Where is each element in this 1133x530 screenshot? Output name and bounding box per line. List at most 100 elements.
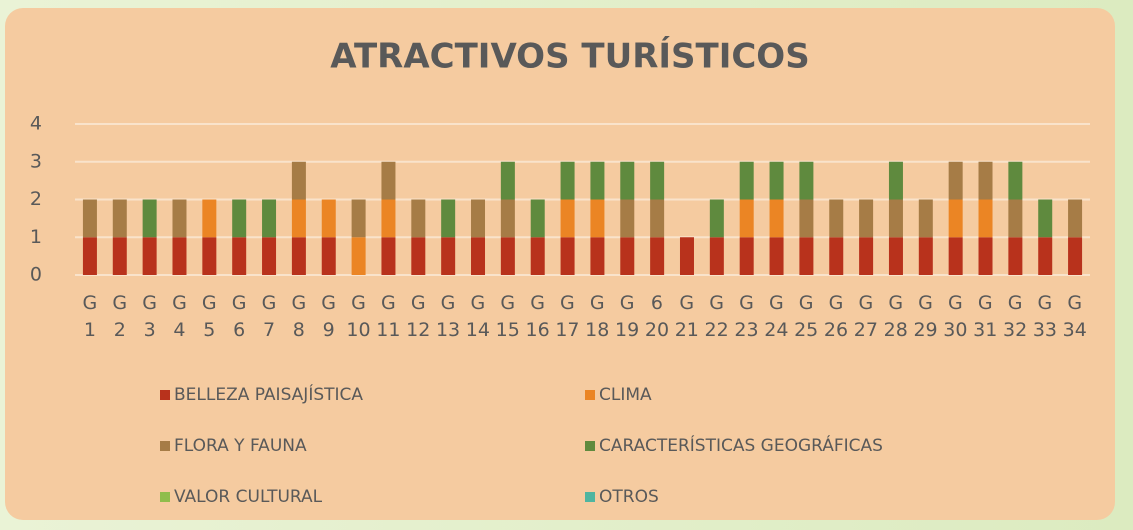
y-tick-label: 0 xyxy=(30,264,42,286)
bar-segment xyxy=(978,199,993,238)
bar-segment xyxy=(918,237,933,275)
x-tick-label: G 19 xyxy=(615,292,640,341)
y-tick-label: 4 xyxy=(30,113,42,135)
bar-segment xyxy=(978,161,993,200)
bar-segment xyxy=(888,199,903,238)
bar-segment xyxy=(590,237,605,275)
x-tick-label: G 32 xyxy=(1002,292,1028,341)
bar-segment xyxy=(859,199,874,238)
bar-segment xyxy=(829,237,844,275)
bar-segment xyxy=(1008,161,1023,200)
bar-segment xyxy=(500,199,515,238)
y-tick-label: 3 xyxy=(30,150,42,172)
bar-segment xyxy=(739,237,754,275)
bar-segment xyxy=(82,237,97,275)
bar-segment xyxy=(411,237,426,275)
legend-label: CARACTERÍSTICAS GEOGRÁFICAS xyxy=(599,436,883,456)
x-tick-label: G 2 xyxy=(112,292,128,341)
bar-segment xyxy=(769,237,784,275)
bar-segment xyxy=(1008,237,1023,275)
bar-segment xyxy=(381,199,396,238)
legend-swatch xyxy=(160,390,170,400)
legend-item: CARACTERÍSTICAS GEOGRÁFICAS xyxy=(585,433,985,459)
legend-item: OTROS xyxy=(585,484,985,510)
y-tick-label: 2 xyxy=(30,188,42,210)
bar-segment xyxy=(291,161,306,200)
legend-label: FLORA Y FAUNA xyxy=(174,436,307,456)
bar-segment xyxy=(232,199,247,238)
x-tick-label: G 26 xyxy=(823,292,849,341)
bar-segment xyxy=(650,199,665,238)
legend-swatch xyxy=(585,390,595,400)
bar-segment xyxy=(560,199,575,238)
bar-segment xyxy=(560,237,575,275)
legend-label: CLIMA xyxy=(599,385,652,405)
x-tick-label: G 16 xyxy=(525,292,550,341)
bar-segment xyxy=(321,199,336,238)
bar-segment xyxy=(471,237,486,275)
bar-segment xyxy=(1038,199,1053,238)
bar-segment xyxy=(859,237,874,275)
bar-segment xyxy=(112,199,127,238)
x-tick-label: G 5 xyxy=(201,292,217,341)
x-tick-label: G 11 xyxy=(376,292,401,341)
x-tick-label: G 22 xyxy=(704,292,729,341)
bar-segment xyxy=(620,199,635,238)
x-tick-label: G 25 xyxy=(794,292,819,341)
x-tick-label: G 27 xyxy=(853,292,878,341)
bar-segment xyxy=(142,237,157,275)
bar-segment xyxy=(441,237,456,275)
bar-segment xyxy=(172,237,187,275)
legend: BELLEZA PAISAJÍSTICA CLIMA FLORA Y FAUNA CA… xyxy=(160,382,985,510)
bar-segment xyxy=(530,237,545,275)
bar-segment xyxy=(381,161,396,200)
legend-label: VALOR CULTURAL xyxy=(174,487,323,507)
bar-segment xyxy=(262,237,277,275)
bar-segment xyxy=(351,199,366,238)
legend-swatch xyxy=(160,492,170,502)
bar-segment xyxy=(262,199,277,238)
bar-segment xyxy=(471,199,486,238)
bar-segment xyxy=(918,199,933,238)
x-tick-label: G 6 xyxy=(231,292,247,341)
bar-segment xyxy=(739,161,754,200)
bar-segment xyxy=(112,237,127,275)
x-tick-label: G 21 xyxy=(674,292,699,341)
x-tick-label: G 33 xyxy=(1032,292,1058,341)
x-tick-label: G 1 xyxy=(82,292,98,341)
bar-segment xyxy=(1068,199,1083,238)
x-tick-label: G 13 xyxy=(435,292,461,341)
bar-segment xyxy=(620,161,635,200)
legend-item: FLORA Y FAUNA xyxy=(160,433,585,459)
bar-segment xyxy=(620,237,635,275)
bar-segment xyxy=(560,161,575,200)
x-tick-label: G 14 xyxy=(465,292,490,341)
bar-segment xyxy=(321,237,336,275)
legend-label: BELLEZA PAISAJÍSTICA xyxy=(174,385,364,405)
legend-swatch xyxy=(585,441,595,451)
x-tick-label: G 12 xyxy=(406,292,431,341)
bar-segment xyxy=(799,237,814,275)
bar-segment xyxy=(1038,237,1053,275)
bar-segment xyxy=(948,161,963,200)
bar-segment xyxy=(590,161,605,200)
bar-segment xyxy=(1008,199,1023,238)
bar-segment xyxy=(978,237,993,275)
bar-segment xyxy=(799,161,814,200)
bar-segment xyxy=(202,237,217,275)
bar-segment xyxy=(948,199,963,238)
legend-item: VALOR CULTURAL xyxy=(160,484,585,510)
bar-segment xyxy=(1068,237,1083,275)
x-tick-label: G 29 xyxy=(913,292,938,341)
bar-segment xyxy=(650,237,665,275)
chart-title: ATRACTIVOS TURÍSTICOS xyxy=(330,36,809,77)
x-tick-label: G 24 xyxy=(764,292,789,341)
bar-segment xyxy=(500,161,515,200)
bar-segment xyxy=(530,199,545,238)
legend-item: CLIMA xyxy=(585,382,985,408)
bar-segment xyxy=(829,199,844,238)
bar-segment xyxy=(888,237,903,275)
